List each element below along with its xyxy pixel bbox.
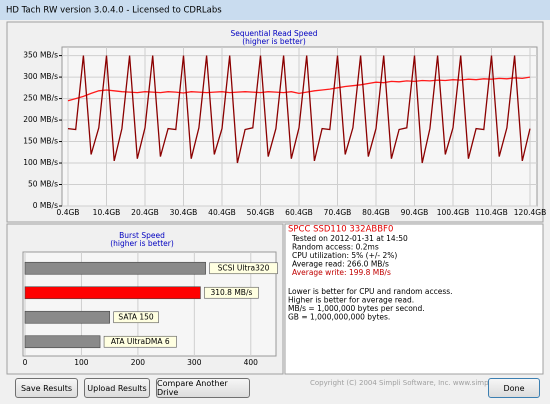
compare-button[interactable]: Compare Another Drive <box>156 378 250 398</box>
bar <box>24 286 201 300</box>
x-tick-label: 90.4GB <box>401 208 429 217</box>
info-note: Higher is better for average read. <box>288 296 414 305</box>
bar-category-label: SATA 150 <box>118 312 154 321</box>
x-tick-label: 200 <box>131 358 146 367</box>
y-tick-label: 300 MB/s <box>23 72 58 81</box>
info-panel <box>284 223 544 375</box>
y-tick-label: 100 MB/s <box>23 158 58 167</box>
done-button[interactable]: Done <box>488 378 540 398</box>
y-tick-label: 0 MB/s <box>33 201 58 210</box>
x-tick-label: 0.4GB <box>57 208 80 217</box>
x-tick-label: 50.4GB <box>247 208 275 217</box>
info-line: Average write: 199.8 MB/s <box>292 268 391 277</box>
read-title: Sequential Read Speed <box>230 29 317 38</box>
info-line: Random access: 0.2ms <box>292 243 379 252</box>
bar-label-box <box>209 262 278 275</box>
drive-name: SPCC SSD110 332ABBF0 <box>288 225 393 235</box>
bar-category-label: ATA UltraDMA 6 <box>111 337 170 346</box>
copyright: Copyright (C) 2004 Simpli Software, Inc.… <box>310 379 540 387</box>
series-line <box>67 55 531 164</box>
upload-button[interactable]: Upload Results <box>84 378 150 398</box>
x-tick-label: 100 <box>74 358 89 367</box>
info-line: Tested on 2012-01-31 at 14:50 <box>291 234 408 243</box>
bar <box>24 335 101 349</box>
bar-category-label: SCSI Ultra320 <box>218 263 270 272</box>
y-tick-label: 200 MB/s <box>23 115 58 124</box>
read-subtitle: (higher is better) <box>242 37 306 46</box>
info-note: MB/s = 1,000,000 bytes per second. <box>288 304 425 313</box>
save-button[interactable]: Save Results <box>15 378 78 398</box>
window-title: HD Tach RW version 3.0.4.0 - Licensed to… <box>6 6 222 16</box>
burst-title: Burst Speed <box>119 231 165 240</box>
y-tick-label: 250 MB/s <box>23 94 58 103</box>
x-tick-label: 120.4GB <box>514 208 546 217</box>
y-tick-label: 350 MB/s <box>23 51 58 60</box>
x-tick-label: 30.4GB <box>170 208 198 217</box>
series-line <box>67 76 531 102</box>
y-tick-label: 50 MB/s <box>28 180 58 189</box>
x-tick-label: 70.4GB <box>324 208 352 217</box>
x-tick-label: 20.4GB <box>131 208 159 217</box>
info-note: GB = 1,000,000,000 bytes. <box>288 313 390 322</box>
bar-label-box <box>113 311 159 324</box>
x-tick-label: 60.4GB <box>285 208 313 217</box>
bar <box>24 310 110 324</box>
x-tick-label: 300 <box>187 358 202 367</box>
x-tick-label: 100.4GB <box>437 208 469 217</box>
bar-value-label: 310.8 MB/s <box>210 288 252 297</box>
y-tick-label: 150 MB/s <box>23 137 58 146</box>
bar-label-box <box>103 335 177 348</box>
x-tick-label: 10.4GB <box>93 208 121 217</box>
x-tick-label: 400 <box>244 358 259 367</box>
burst-subtitle: (higher is better) <box>110 239 174 248</box>
title-bar <box>0 0 550 20</box>
x-tick-label: 110.4GB <box>475 208 507 217</box>
info-note: Lower is better for CPU and random acces… <box>288 287 453 296</box>
x-tick-label: 40.4GB <box>208 208 236 217</box>
info-line: Average read: 266.0 MB/s <box>292 260 389 269</box>
bar <box>24 261 206 275</box>
info-line: CPU utilization: 5% (+/- 2%) <box>292 251 397 260</box>
x-tick-label: 80.4GB <box>362 208 390 217</box>
x-tick-label: 0 <box>23 358 28 367</box>
bar-label-box <box>204 286 259 299</box>
